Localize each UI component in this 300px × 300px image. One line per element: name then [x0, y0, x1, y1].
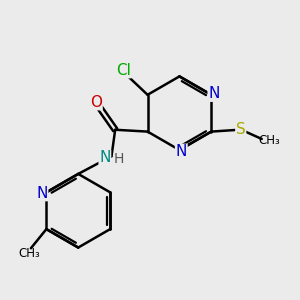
Text: CH₃: CH₃: [18, 247, 40, 260]
Text: Cl: Cl: [116, 63, 131, 78]
Text: H: H: [114, 152, 124, 166]
Text: N: N: [208, 86, 220, 101]
Text: N: N: [99, 150, 111, 165]
Text: O: O: [90, 95, 102, 110]
Text: S: S: [236, 122, 246, 137]
Text: CH₃: CH₃: [258, 134, 280, 147]
Text: N: N: [36, 186, 48, 201]
Text: N: N: [176, 144, 187, 159]
